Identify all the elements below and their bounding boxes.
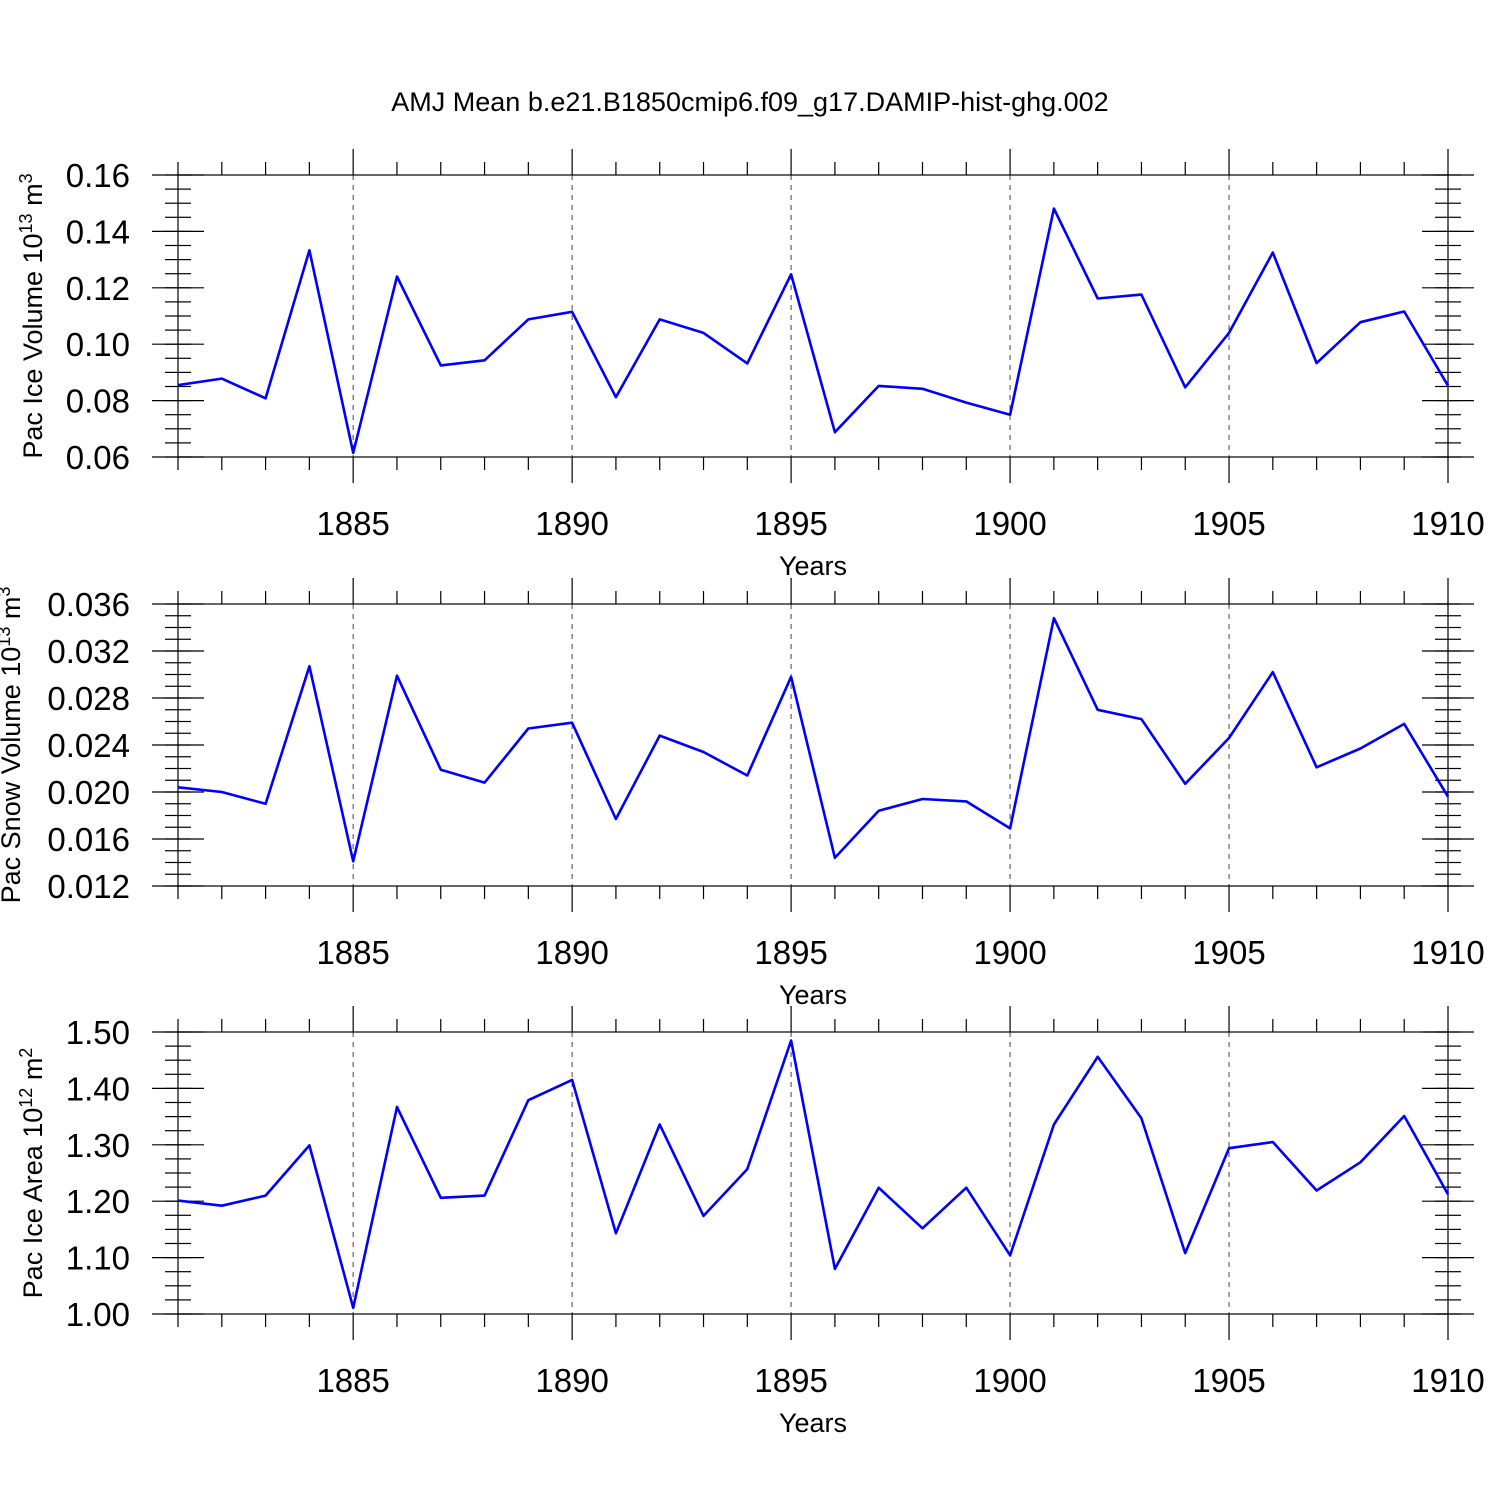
x-tick-label: 1885: [316, 934, 389, 971]
plot-frame: [177, 1031, 1449, 1315]
x-tick-label: 1895: [754, 934, 827, 971]
x-tick-label: 1885: [316, 505, 389, 542]
x-axis-label: Years: [779, 1408, 847, 1438]
y-axis-label: Pac Ice Area 1012 m2: [16, 1048, 48, 1299]
y-tick-label: 0.16: [66, 157, 130, 194]
y-tick-label: 0.10: [66, 326, 130, 363]
x-tick-label: 1895: [754, 505, 827, 542]
x-tick-label: 1905: [1192, 934, 1265, 971]
x-axis-label: Years: [779, 551, 847, 581]
x-tick-label: 1895: [754, 1362, 827, 1399]
x-tick-label: 1900: [973, 934, 1046, 971]
plot-frame: [177, 603, 1449, 887]
series-line-3: [177, 1039, 1450, 1310]
series-line-2: [177, 616, 1450, 863]
y-tick-label: 1.20: [66, 1183, 130, 1220]
x-tick-label: 1885: [316, 1362, 389, 1399]
x-axis-label: Years: [779, 980, 847, 1010]
chart-title: AMJ Mean b.e21.B1850cmip6.f09_g17.DAMIP-…: [391, 87, 1108, 117]
y-tick-label: 0.012: [47, 868, 130, 905]
y-tick-label: 1.00: [66, 1296, 130, 1333]
y-tick-label: 1.10: [66, 1240, 130, 1277]
y-tick-label: 0.032: [47, 633, 130, 670]
x-tick-label: 1905: [1192, 505, 1265, 542]
y-tick-label: 1.30: [66, 1127, 130, 1164]
y-tick-label: 0.08: [66, 383, 130, 420]
y-tick-label: 1.50: [66, 1014, 130, 1051]
x-tick-label: 1910: [1411, 934, 1484, 971]
x-tick-label: 1900: [973, 505, 1046, 542]
y-tick-label: 0.024: [47, 727, 130, 764]
x-tick-label: 1905: [1192, 1362, 1265, 1399]
x-tick-label: 1900: [973, 1362, 1046, 1399]
x-tick-label: 1890: [535, 1362, 608, 1399]
x-tick-label: 1910: [1411, 505, 1484, 542]
x-tick-label: 1890: [535, 505, 608, 542]
y-tick-label: 0.06: [66, 439, 130, 476]
series-line-1: [177, 207, 1450, 455]
y-tick-label: 0.020: [47, 774, 130, 811]
y-axis-label: Pac Snow Volume 1013 m3: [0, 587, 26, 904]
x-tick-label: 1890: [535, 934, 608, 971]
y-tick-label: 0.12: [66, 270, 130, 307]
panel-2: 0.012 0.016 0.020 0.024 0.028 0.032 0.036 1885 1…: [0, 578, 1485, 1010]
y-axis-label: Pac Ice Volume 1013 m3: [16, 173, 48, 458]
y-tick-label: 1.40: [66, 1070, 130, 1107]
y-tick-label: 0.016: [47, 821, 130, 858]
plot-frame: [177, 174, 1449, 458]
y-tick-label: 0.14: [66, 213, 130, 250]
panel-1: 0.06 0.08 0.10 0.12 0.14 0.16 1885 1890 1895 1900…: [16, 149, 1485, 581]
panel-3: 1.00 1.10 1.20 1.30 1.40 1.50 1885 1890 1895 1900…: [16, 1006, 1485, 1438]
y-tick-label: 0.036: [47, 586, 130, 623]
x-tick-label: 1910: [1411, 1362, 1484, 1399]
y-tick-label: 0.028: [47, 680, 130, 717]
